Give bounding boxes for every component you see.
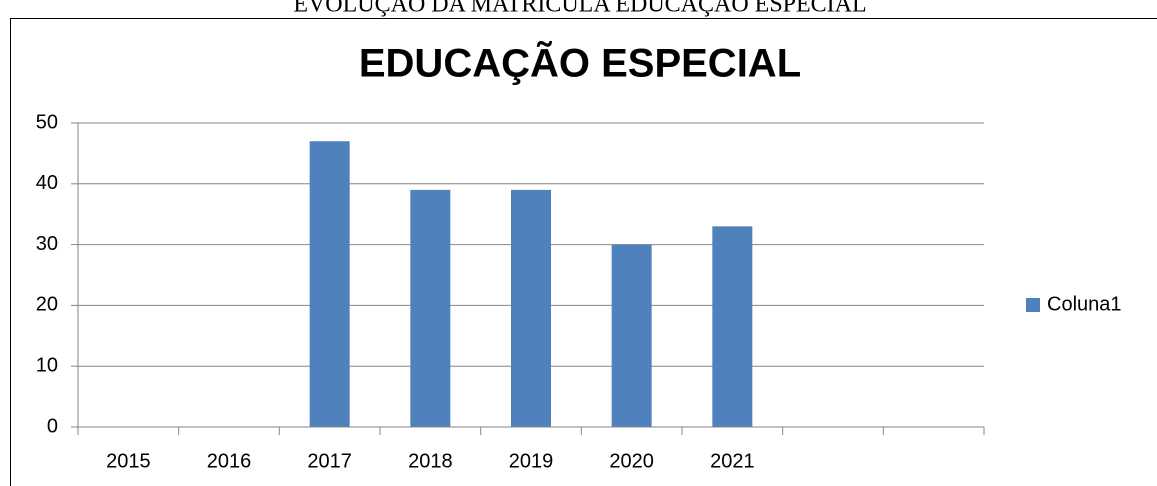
y-tick-label: 50 [36, 111, 58, 133]
x-tick-label: 2016 [207, 450, 252, 472]
x-tick-label: 2015 [106, 450, 151, 472]
page-heading: EVOLUÇÃO DA MATRÍCULA EDUCAÇÃO ESPECIAL [293, 0, 866, 18]
bar [511, 189, 551, 427]
x-tick-label: 2019 [509, 450, 554, 472]
y-tick-label: 20 [36, 294, 58, 316]
y-tick-label: 10 [36, 354, 58, 376]
chart-title: EDUCAÇÃO ESPECIAL [359, 40, 801, 86]
legend-swatch [1026, 298, 1040, 312]
x-tick-label: 2020 [609, 450, 654, 472]
chart-border [10, 18, 1157, 486]
bar [309, 141, 350, 428]
y-tick-label: 40 [36, 172, 58, 194]
bar [410, 189, 451, 427]
legend-label: Coluna1 [1047, 293, 1122, 315]
x-tick-label: 2017 [307, 450, 352, 472]
bar [712, 226, 753, 427]
bar [611, 244, 652, 427]
x-tick-label: 2021 [710, 450, 755, 472]
y-tick-label: 0 [47, 415, 58, 437]
y-tick-label: 30 [36, 233, 58, 255]
x-tick-label: 2018 [408, 450, 453, 472]
